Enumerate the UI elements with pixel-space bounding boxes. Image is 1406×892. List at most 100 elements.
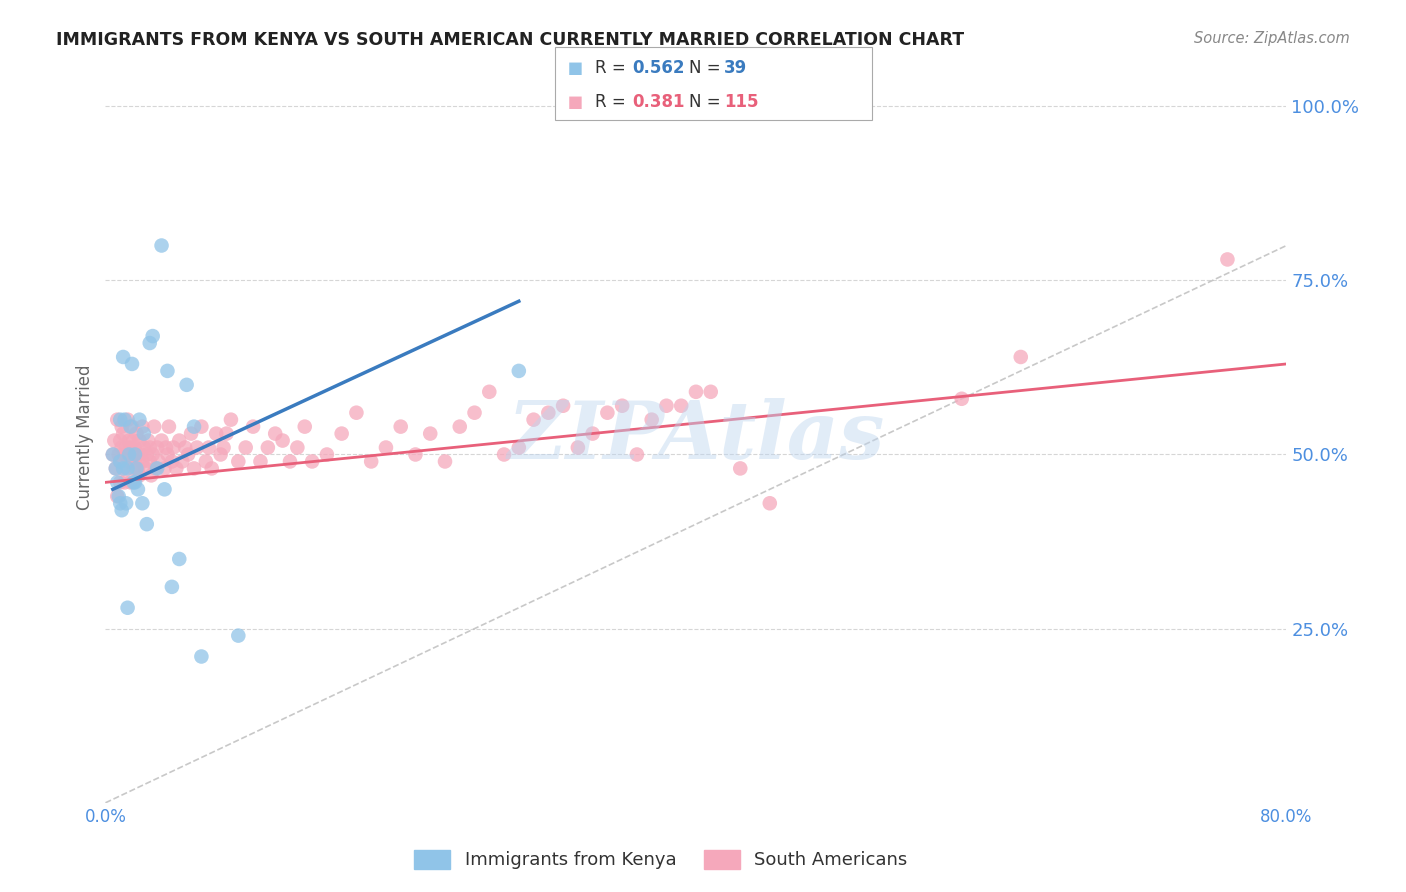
Point: [111, 419, 134, 434]
Point: [115, 496, 138, 510]
Point: [104, 461, 127, 475]
Text: Source: ZipAtlas.com: Source: ZipAtlas.com: [1194, 31, 1350, 46]
Point: [640, 412, 664, 426]
Point: [197, 441, 219, 455]
Point: [157, 419, 180, 434]
Point: [449, 419, 471, 434]
Point: [111, 441, 134, 455]
Point: [110, 434, 132, 448]
Point: [155, 441, 177, 455]
Point: [215, 426, 238, 441]
Point: [145, 461, 167, 475]
Point: [596, 406, 619, 420]
Point: [950, 392, 973, 406]
Point: [118, 434, 141, 448]
Point: [141, 468, 163, 483]
Point: [242, 419, 264, 434]
Point: [125, 461, 148, 475]
Point: [264, 426, 287, 441]
Text: 0.562: 0.562: [633, 59, 685, 77]
Point: [103, 434, 125, 448]
Point: [105, 475, 128, 490]
Point: [128, 434, 150, 448]
Point: [226, 454, 250, 468]
Point: [131, 496, 153, 510]
Point: [235, 441, 257, 455]
Point: [194, 454, 217, 468]
Point: [125, 426, 148, 441]
Point: [671, 399, 693, 413]
Point: [135, 517, 157, 532]
Point: [118, 454, 141, 468]
Point: [165, 461, 187, 475]
Point: [127, 461, 149, 475]
Point: [419, 426, 441, 441]
Text: N =: N =: [689, 93, 725, 112]
Point: [132, 426, 155, 441]
Point: [728, 461, 751, 475]
Point: [135, 448, 157, 462]
Point: [120, 441, 142, 455]
Point: [315, 448, 337, 462]
Point: [124, 448, 146, 462]
Point: [301, 454, 323, 468]
Point: [112, 426, 135, 441]
Point: [699, 384, 723, 399]
Point: [249, 454, 271, 468]
Point: [256, 441, 278, 455]
Point: [112, 461, 135, 475]
Point: [551, 399, 574, 413]
Point: [127, 483, 149, 497]
Point: [110, 412, 132, 426]
Point: [120, 419, 142, 434]
Point: [190, 649, 212, 664]
Point: [114, 448, 136, 462]
Point: [1216, 252, 1239, 267]
Point: [143, 419, 166, 434]
Point: [405, 448, 427, 462]
Point: [522, 412, 544, 426]
Point: [160, 454, 183, 468]
Point: [186, 441, 208, 455]
Y-axis label: Currently Married: Currently Married: [76, 364, 94, 510]
Point: [105, 412, 128, 426]
Text: N =: N =: [689, 59, 725, 77]
Point: [117, 461, 139, 475]
Point: [464, 406, 486, 420]
Point: [478, 384, 501, 399]
Point: [121, 357, 143, 371]
Legend: Immigrants from Kenya, South Americans: Immigrants from Kenya, South Americans: [405, 841, 917, 879]
Point: [122, 461, 145, 475]
Point: [374, 441, 398, 455]
Point: [655, 399, 678, 413]
Point: [434, 454, 457, 468]
Point: [190, 419, 212, 434]
Point: [330, 426, 353, 441]
Point: [219, 412, 242, 426]
Point: [346, 406, 368, 420]
Point: [205, 426, 228, 441]
Point: [537, 406, 560, 420]
Point: [120, 475, 142, 490]
Point: [122, 434, 145, 448]
Point: [112, 350, 135, 364]
Point: [128, 412, 150, 426]
Point: [134, 461, 156, 475]
Point: [146, 441, 169, 455]
Point: [138, 336, 162, 351]
Point: [174, 441, 197, 455]
Point: [1010, 350, 1032, 364]
Point: [114, 412, 136, 426]
Point: [212, 441, 235, 455]
Text: 39: 39: [724, 59, 748, 77]
Point: [121, 448, 143, 462]
Text: IMMIGRANTS FROM KENYA VS SOUTH AMERICAN CURRENTLY MARRIED CORRELATION CHART: IMMIGRANTS FROM KENYA VS SOUTH AMERICAN …: [56, 31, 965, 49]
Text: ▪: ▪: [567, 56, 583, 79]
Point: [131, 419, 153, 434]
Point: [112, 461, 135, 475]
Point: [104, 461, 127, 475]
Point: [183, 461, 205, 475]
Point: [508, 441, 530, 455]
Point: [122, 475, 145, 490]
Point: [201, 461, 224, 475]
